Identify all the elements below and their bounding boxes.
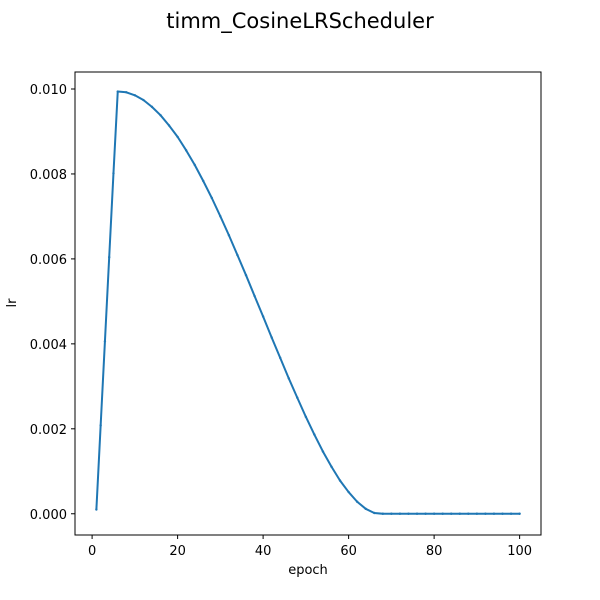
data-point bbox=[484, 512, 487, 515]
data-point bbox=[330, 465, 333, 468]
data-point bbox=[321, 450, 325, 453]
x-tick-label: 60 bbox=[340, 544, 357, 559]
data-point bbox=[313, 433, 316, 436]
data-point bbox=[116, 90, 119, 93]
y-tick-label: 0.008 bbox=[30, 168, 67, 183]
data-point bbox=[95, 508, 98, 511]
y-tick-label: 0.002 bbox=[30, 423, 67, 438]
plot-frame bbox=[74, 71, 542, 536]
data-point bbox=[492, 512, 496, 515]
data-point bbox=[347, 490, 350, 494]
chart-title: timm_CosineLRScheduler bbox=[166, 9, 434, 34]
data-point bbox=[407, 512, 410, 515]
data-point bbox=[450, 512, 453, 515]
data-point bbox=[108, 256, 111, 259]
data-point bbox=[236, 253, 239, 257]
x-tick-label: 20 bbox=[169, 544, 186, 559]
data-point bbox=[244, 273, 248, 277]
series-layer bbox=[95, 90, 521, 515]
data-point bbox=[270, 336, 273, 339]
x-tick-label: 40 bbox=[255, 544, 272, 559]
data-point bbox=[142, 98, 145, 102]
data-point bbox=[159, 114, 162, 117]
data-point bbox=[287, 377, 290, 380]
x-axis: 0 20 40 60 80 100 bbox=[88, 535, 532, 559]
data-point bbox=[501, 512, 504, 515]
data-point bbox=[398, 512, 402, 515]
y-tick-label: 0.010 bbox=[30, 83, 67, 98]
data-point bbox=[125, 91, 128, 94]
data-point bbox=[338, 479, 342, 482]
data-point bbox=[304, 415, 308, 419]
data-point bbox=[390, 512, 393, 515]
x-axis-label: epoch bbox=[288, 563, 328, 578]
y-tick-label: 0.004 bbox=[30, 338, 67, 353]
data-point bbox=[518, 512, 521, 515]
data-point bbox=[296, 396, 299, 399]
data-point bbox=[167, 124, 171, 127]
x-tick-label: 100 bbox=[507, 544, 532, 559]
data-point bbox=[176, 135, 179, 139]
data-point bbox=[364, 507, 367, 511]
y-axis: 0.000 0.002 0.004 0.006 0.008 0.010 bbox=[30, 83, 75, 523]
data-point bbox=[99, 424, 102, 427]
data-point bbox=[227, 234, 231, 237]
x-tick-label: 0 bbox=[88, 544, 96, 559]
data-point bbox=[432, 512, 436, 515]
data-point bbox=[253, 294, 256, 298]
series-line bbox=[95, 90, 521, 515]
plot-area bbox=[74, 71, 542, 536]
data-point bbox=[381, 512, 385, 515]
data-point bbox=[193, 163, 196, 167]
data-point bbox=[467, 512, 470, 515]
data-point bbox=[355, 500, 359, 503]
data-point bbox=[133, 94, 137, 97]
data-point bbox=[150, 105, 154, 109]
y-tick-label: 0.006 bbox=[30, 253, 67, 268]
data-point bbox=[415, 512, 419, 515]
data-point bbox=[112, 171, 115, 175]
y-axis-label: lr bbox=[5, 298, 20, 308]
data-point bbox=[509, 512, 513, 515]
x-tick-label: 80 bbox=[426, 544, 443, 559]
data-point bbox=[103, 340, 107, 343]
data-point bbox=[424, 512, 427, 515]
data-point bbox=[184, 149, 188, 152]
data-point bbox=[458, 512, 461, 515]
data-point bbox=[210, 196, 214, 200]
data-point bbox=[475, 512, 479, 515]
data-point bbox=[202, 179, 205, 183]
data-point bbox=[219, 215, 222, 218]
y-tick-label: 0.000 bbox=[30, 508, 67, 523]
data-point bbox=[261, 315, 265, 318]
data-point bbox=[279, 356, 282, 360]
data-point bbox=[373, 511, 376, 515]
data-point bbox=[441, 512, 444, 515]
